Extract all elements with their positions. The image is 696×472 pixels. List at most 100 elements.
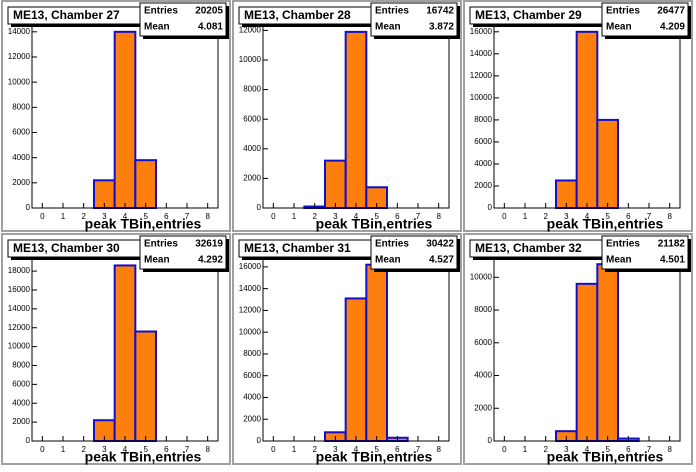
bar bbox=[575, 282, 599, 442]
y-tick-label: 8000 bbox=[12, 361, 30, 370]
x-tick-label: 3 bbox=[333, 445, 338, 454]
y-tick-label: 4000 bbox=[12, 153, 30, 162]
stats-label: Mean bbox=[144, 22, 170, 33]
y-tick-label: 2000 bbox=[12, 178, 30, 187]
y-tick-label: 4000 bbox=[12, 398, 30, 407]
bar bbox=[113, 30, 137, 209]
x-tick-label: 1 bbox=[523, 445, 528, 454]
x-tick-label: 3 bbox=[102, 445, 107, 454]
x-tick-label: 7 bbox=[647, 445, 652, 454]
bar bbox=[344, 297, 368, 442]
chart-title: ME13, Chamber 28 bbox=[244, 8, 351, 22]
stats-value: 21182 bbox=[658, 239, 686, 250]
x-tick-label: 8 bbox=[205, 212, 210, 221]
y-tick-label: 2000 bbox=[474, 403, 492, 412]
bar bbox=[596, 263, 619, 443]
stats-value: 26477 bbox=[657, 6, 685, 17]
x-axis-label: peak TBin,entries bbox=[85, 449, 202, 465]
x-tick-label: 6 bbox=[626, 445, 631, 454]
y-tick-label: 12000 bbox=[8, 323, 31, 332]
y-tick-label: 0 bbox=[257, 203, 262, 212]
chart-title: ME13, Chamber 31 bbox=[244, 241, 351, 255]
chart: 0 2000 4000 6000 8000 10000 12000 14000 16000 0 1 2… bbox=[238, 235, 460, 465]
stats-label: Entries bbox=[144, 6, 178, 17]
y-tick-label: 14000 bbox=[8, 304, 31, 313]
stats-label: Entries bbox=[375, 239, 409, 250]
y-tick-label: 16000 bbox=[8, 285, 31, 294]
x-tick-label: 2 bbox=[543, 212, 548, 221]
bar bbox=[596, 118, 619, 209]
x-tick-label: 1 bbox=[523, 212, 528, 221]
x-tick-label: 6 bbox=[395, 212, 400, 221]
x-tick-label: 1 bbox=[61, 445, 66, 454]
chart-title: ME13, Chamber 27 bbox=[13, 8, 120, 22]
y-tick-label: 0 bbox=[26, 203, 31, 212]
x-tick-label: 2 bbox=[312, 212, 317, 221]
x-tick-label: 0 bbox=[271, 212, 276, 221]
y-tick-label: 12000 bbox=[239, 26, 262, 35]
stats-value: 3.872 bbox=[429, 22, 454, 33]
x-tick-label: 0 bbox=[502, 212, 507, 221]
y-tick-label: 12000 bbox=[470, 71, 493, 80]
y-tick-label: 8000 bbox=[474, 115, 492, 124]
x-tick-label: 4 bbox=[354, 212, 359, 221]
chart-title: ME13, Chamber 29 bbox=[475, 8, 582, 22]
stats-label: Entries bbox=[606, 239, 640, 250]
y-tick-label: 10000 bbox=[239, 327, 262, 336]
stats-value: 4.527 bbox=[429, 255, 454, 266]
y-tick-label: 2000 bbox=[243, 414, 261, 423]
stats-label: Mean bbox=[375, 255, 401, 266]
x-axis-label: peak TBin,entries bbox=[547, 216, 664, 232]
x-tick-label: 1 bbox=[292, 445, 297, 454]
stats-box bbox=[139, 2, 227, 37]
x-tick-label: 1 bbox=[61, 212, 66, 221]
y-tick-label: 2000 bbox=[243, 174, 261, 183]
y-tick-label: 4000 bbox=[474, 371, 492, 380]
chart: 0 2000 4000 6000 8000 10000 12000 0 1 2 3 4 5 6 7 8peak… bbox=[238, 2, 460, 232]
x-tick-label: 7 bbox=[647, 212, 652, 221]
x-axis-label: peak TBin,entries bbox=[547, 449, 664, 465]
y-tick-label: 4000 bbox=[474, 159, 492, 168]
y-tick-label: 18000 bbox=[8, 266, 31, 275]
bar bbox=[365, 263, 388, 442]
y-tick-label: 12000 bbox=[8, 52, 31, 61]
x-tick-label: 5 bbox=[605, 212, 610, 221]
x-tick-label: 8 bbox=[436, 212, 441, 221]
y-tick-label: 8000 bbox=[474, 305, 492, 314]
x-tick-label: 7 bbox=[416, 212, 421, 221]
bar bbox=[113, 264, 137, 442]
x-tick-label: 4 bbox=[354, 445, 359, 454]
y-tick-label: 2000 bbox=[12, 417, 30, 426]
stats-value: 16742 bbox=[426, 6, 454, 17]
stats-label: Mean bbox=[144, 255, 170, 266]
y-tick-label: 6000 bbox=[12, 128, 30, 137]
pad: 0 2000 4000 6000 8000 10000 12000 0 1 2 3 4 5 6 7 8peak… bbox=[232, 0, 462, 232]
y-tick-label: 6000 bbox=[243, 114, 261, 123]
y-tick-label: 14000 bbox=[470, 49, 493, 58]
y-tick-label: 16000 bbox=[239, 262, 262, 271]
stats-box bbox=[601, 2, 689, 37]
x-tick-label: 8 bbox=[667, 445, 672, 454]
x-tick-label: 4 bbox=[123, 212, 128, 221]
stats-value: 32619 bbox=[195, 239, 223, 250]
x-axis-label: peak TBin,entries bbox=[316, 216, 433, 232]
x-tick-label: 4 bbox=[585, 445, 590, 454]
x-tick-label: 0 bbox=[40, 445, 45, 454]
bar bbox=[134, 159, 157, 209]
y-tick-label: 8000 bbox=[243, 85, 261, 94]
y-tick-label: 0 bbox=[26, 436, 31, 445]
chart-title: ME13, Chamber 30 bbox=[13, 241, 120, 255]
stats-box bbox=[139, 235, 227, 270]
x-tick-label: 7 bbox=[416, 445, 421, 454]
y-tick-label: 0 bbox=[488, 203, 493, 212]
stats-label: Mean bbox=[606, 255, 632, 266]
x-tick-label: 6 bbox=[626, 212, 631, 221]
bar bbox=[324, 159, 347, 209]
x-tick-label: 8 bbox=[436, 445, 441, 454]
stats-value: 4.501 bbox=[660, 255, 685, 266]
x-tick-label: 0 bbox=[502, 445, 507, 454]
x-tick-label: 8 bbox=[205, 445, 210, 454]
y-tick-label: 4000 bbox=[243, 393, 261, 402]
